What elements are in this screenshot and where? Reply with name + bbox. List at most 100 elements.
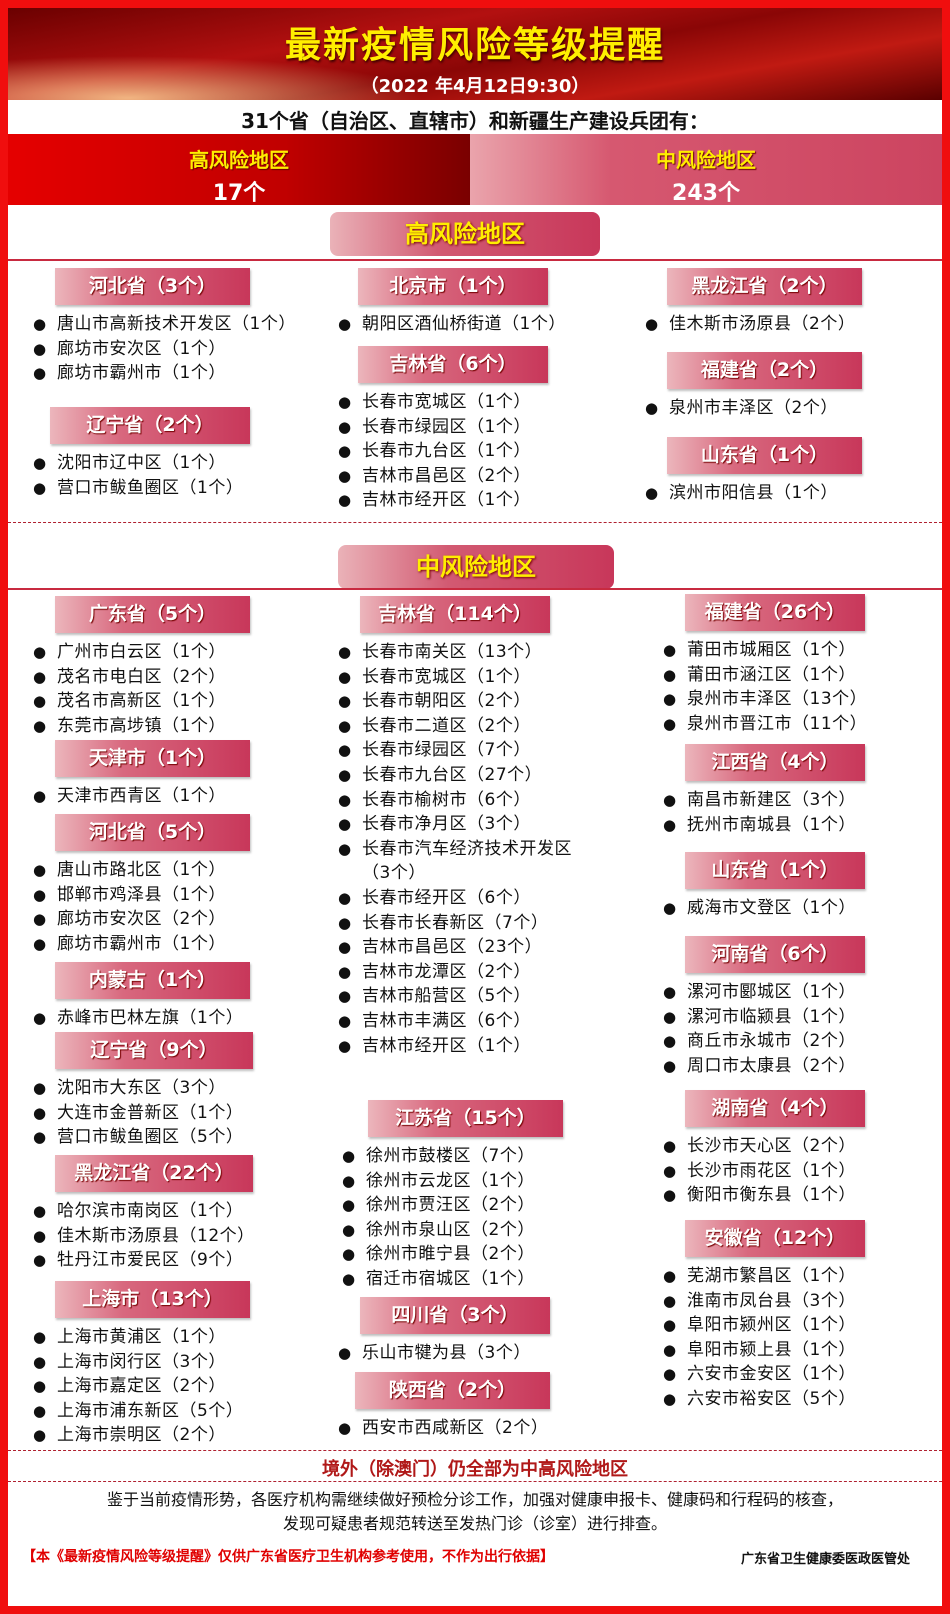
area-list: ● 广州市白云区（1个） ● 茂名市电白区（2个） ● 茂名市高新区（1个） ● 东莞市高埗镇…	[33, 640, 250, 738]
divider	[8, 1481, 942, 1482]
bullet-icon: ●	[663, 1186, 677, 1205]
bullet-icon: ●	[338, 692, 352, 711]
area-name: 漯河市郾城区（1个）	[687, 982, 856, 1002]
bullet-icon: ●	[663, 714, 677, 733]
update-date: （2022 年4月12日9:30）	[360, 76, 590, 97]
area-list-item: ● 唐山市高新技术开发区（1个）	[33, 312, 296, 337]
bullet-icon: ●	[645, 399, 659, 417]
bullet-icon: ●	[338, 716, 352, 735]
bullet-icon: ●	[663, 1056, 677, 1075]
area-list-item: ● 长春市九台区（27个）	[338, 763, 578, 788]
area-list: ● 哈尔滨市南岗区（1个） ● 佳木斯市汤原县（12个） ● 牡丹江市爱民区（9个）	[33, 1199, 255, 1273]
bullet-icon: ●	[338, 765, 352, 784]
medium-risk-province-group: 江西省（4个） ● 南昌市新建区（3个） ● 抚州市南城县（1个）	[663, 744, 865, 837]
area-list-item: ● 茂名市高新区（1个）	[33, 689, 250, 714]
bullet-icon: ●	[33, 1226, 47, 1245]
area-list-item: ● 长春市汽车经济技术开发区（3个）	[338, 837, 578, 886]
bullet-icon: ●	[342, 1171, 356, 1190]
area-list-item: ● 东莞市高埗镇（1个）	[33, 714, 250, 739]
area-name: 长春市二道区（2个）	[362, 715, 531, 736]
area-name: 六安市金安区（1个）	[687, 1364, 856, 1385]
bullet-icon: ●	[342, 1196, 356, 1215]
province-header: 北京市（1个）	[358, 268, 548, 305]
medium-risk-province-group: 河北省（5个） ● 唐山市路北区（1个） ● 邯郸市鸡泽县（1个） ● 廊坊市安次区（2个）…	[33, 814, 250, 956]
area-name: 泉州市晋江市（11个）	[687, 713, 868, 734]
divider	[8, 588, 942, 590]
area-list: ● 唐山市高新技术开发区（1个） ● 廊坊市安次区（1个） ● 廊坊市霸州市（1个）	[33, 312, 296, 386]
area-list-item: ● 长春市经开区（6个）	[338, 886, 578, 911]
area-list-item: ● 吉林市经开区（1个）	[338, 1034, 578, 1059]
medium-risk-province-group: 天津市（1个） ● 天津市西青区（1个）	[33, 740, 250, 809]
high-risk-province-group: 河北省（3个） ● 唐山市高新技术开发区（1个） ● 廊坊市安次区（1个） ● 廊坊市霸州市…	[33, 268, 296, 386]
area-list-item: ● 长春市二道区（2个）	[338, 714, 578, 739]
province-header: 山东省（1个）	[667, 437, 862, 474]
area-list: ● 唐山市路北区（1个） ● 邯郸市鸡泽县（1个） ● 廊坊市安次区（2个） ● 廊坊市霸州市…	[33, 858, 250, 956]
province-header: 上海市（13个）	[55, 1281, 250, 1318]
bullet-icon: ●	[33, 1251, 47, 1270]
divider	[8, 522, 942, 523]
medium-risk-province-group: 陕西省（2个） ● 西安市西咸新区（2个）	[338, 1372, 550, 1441]
bullet-icon: ●	[338, 417, 352, 436]
bullet-icon: ●	[33, 1377, 47, 1396]
area-name: 吉林市经开区（1个）	[362, 1035, 531, 1056]
area-name: 吉林市丰满区（6个）	[362, 1010, 531, 1031]
area-list-item: ● 滨州市阳信县（1个）	[645, 481, 862, 506]
province-header: 河北省（3个）	[55, 268, 250, 305]
bullet-icon: ●	[338, 938, 352, 957]
bullet-icon: ●	[663, 1267, 677, 1285]
area-name: 长春市长春新区（7个）	[362, 912, 549, 933]
bullet-icon: ●	[663, 641, 677, 659]
area-list-item: ● 徐州市鼓楼区（7个）	[342, 1144, 563, 1169]
bullet-icon: ●	[338, 962, 352, 981]
area-list-item: ● 徐州市云龙区（1个）	[342, 1169, 563, 1194]
province-header: 吉林省（6个）	[358, 346, 548, 383]
area-name: 佳木斯市汤原县（12个）	[57, 1225, 255, 1246]
area-name: 茂名市高新区（1个）	[57, 691, 226, 712]
area-list-item: ● 长春市宽城区（1个）	[338, 390, 548, 415]
area-name: 莆田市涵江区（1个）	[687, 664, 856, 685]
bullet-icon: ●	[663, 1365, 677, 1384]
area-name: 牡丹江市爱民区（9个）	[57, 1250, 244, 1271]
area-name: 长春市绿园区（1个）	[362, 416, 531, 437]
bullet-icon: ●	[338, 315, 352, 333]
high-risk-section-title: 高风险地区	[330, 212, 600, 256]
bullet-icon: ●	[338, 393, 352, 411]
area-list-item: ● 泉州市丰泽区（2个）	[645, 396, 862, 421]
area-name: 上海市浦东新区（5个）	[57, 1400, 244, 1421]
province-header: 湖南省（4个）	[685, 1090, 865, 1127]
province-header: 江西省（4个）	[685, 744, 865, 781]
bullet-icon: ●	[338, 815, 352, 834]
area-list-item: ● 六安市金安区（1个）	[663, 1362, 865, 1387]
medium-risk-section-title: 中风险地区	[338, 545, 614, 589]
area-list: ● 赤峰市巴林左旗（1个）	[33, 1006, 250, 1031]
bullet-icon: ●	[342, 1147, 356, 1165]
province-header: 陕西省（2个）	[355, 1372, 550, 1409]
area-list: ● 上海市黄浦区（1个） ● 上海市闵行区（3个） ● 上海市嘉定区（2个） ● 上海市浦东新…	[33, 1325, 250, 1448]
medium-risk-province-group: 黑龙江省（22个） ● 哈尔滨市南岗区（1个） ● 佳木斯市汤原县（12个） ● 牡丹江市爱…	[33, 1155, 255, 1273]
province-header: 天津市（1个）	[55, 740, 250, 777]
high-risk-province-group: 北京市（1个） ● 朝阳区酒仙桥街道（1个）	[338, 268, 566, 337]
bullet-icon: ●	[338, 987, 352, 1006]
area-list-item: ● 廊坊市安次区（2个）	[33, 907, 250, 932]
area-name: 商丘市永城市（2个）	[687, 1031, 856, 1052]
area-list-item: ● 长春市长春新区（7个）	[338, 911, 578, 936]
area-name: 沈阳市辽中区（1个）	[57, 453, 226, 473]
area-list: ● 泉州市丰泽区（2个）	[645, 396, 862, 421]
area-list-item: ● 商丘市永城市（2个）	[663, 1029, 865, 1054]
bullet-icon: ●	[645, 315, 659, 333]
area-list-item: ● 长春市净月区（3个）	[338, 812, 578, 837]
area-list-item: ● 长春市绿园区（1个）	[338, 415, 548, 440]
area-name: 沈阳市大东区（3个）	[57, 1078, 226, 1098]
area-list-item: ● 唐山市路北区（1个）	[33, 858, 250, 883]
area-list-item: ● 吉林市丰满区（6个）	[338, 1009, 578, 1034]
area-name: 廊坊市安次区（1个）	[57, 338, 226, 359]
page-title: 最新疫情风险等级提醒	[284, 25, 665, 66]
bullet-icon: ●	[663, 690, 677, 709]
area-list-item: ● 哈尔滨市南岗区（1个）	[33, 1199, 255, 1224]
province-header: 四川省（3个）	[360, 1297, 550, 1334]
area-name: 营口市鲅鱼圈区（5个）	[57, 1127, 244, 1148]
area-list-item: ● 广州市白云区（1个）	[33, 640, 250, 665]
medium-risk-count: 243个	[672, 181, 740, 206]
bullet-icon: ●	[338, 839, 352, 858]
